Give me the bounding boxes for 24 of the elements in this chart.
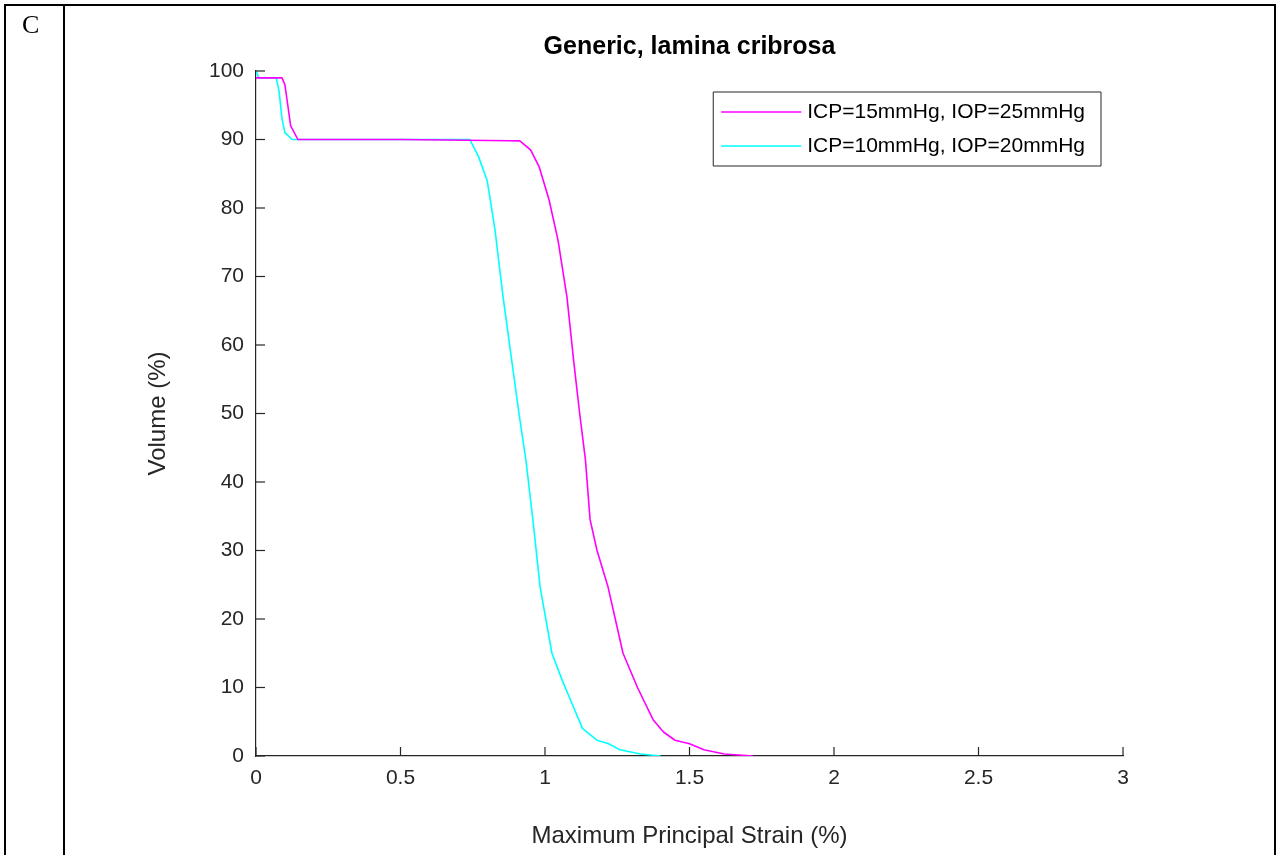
y-tick-label: 60	[220, 331, 244, 355]
y-axis-title: Volume (%)	[143, 351, 171, 476]
x-axis-title: Maximum Principal Strain (%)	[531, 821, 848, 849]
chart-title: Generic, lamina cribrosa	[543, 30, 837, 59]
x-tick-label: 0.5	[385, 765, 416, 789]
y-tick-label: 20	[220, 605, 244, 629]
legend-label: ICP=10mmHg, IOP=20mmHg	[807, 132, 1086, 156]
x-tick-label: 2	[828, 765, 840, 789]
y-tick-label: 80	[220, 194, 244, 218]
y-tick-label: 10	[220, 674, 244, 698]
y-tick-label: 70	[220, 263, 244, 287]
y-tick-label: 100	[208, 57, 244, 81]
x-tick-label: 2.5	[963, 765, 994, 789]
x-tick-label: 1.5	[674, 765, 705, 789]
x-tick-label: 3	[1117, 765, 1129, 789]
y-tick-label: 90	[220, 126, 244, 150]
legend-label: ICP=15mmHg, IOP=25mmHg	[807, 98, 1086, 122]
y-tick-label: 0	[232, 742, 244, 766]
y-tick-label: 40	[220, 468, 244, 492]
x-tick-label: 0	[250, 765, 262, 789]
y-tick-label: 30	[220, 537, 244, 561]
y-tick-label: 50	[220, 400, 244, 424]
text: C	[22, 10, 40, 40]
x-tick-label: 1	[539, 765, 551, 789]
